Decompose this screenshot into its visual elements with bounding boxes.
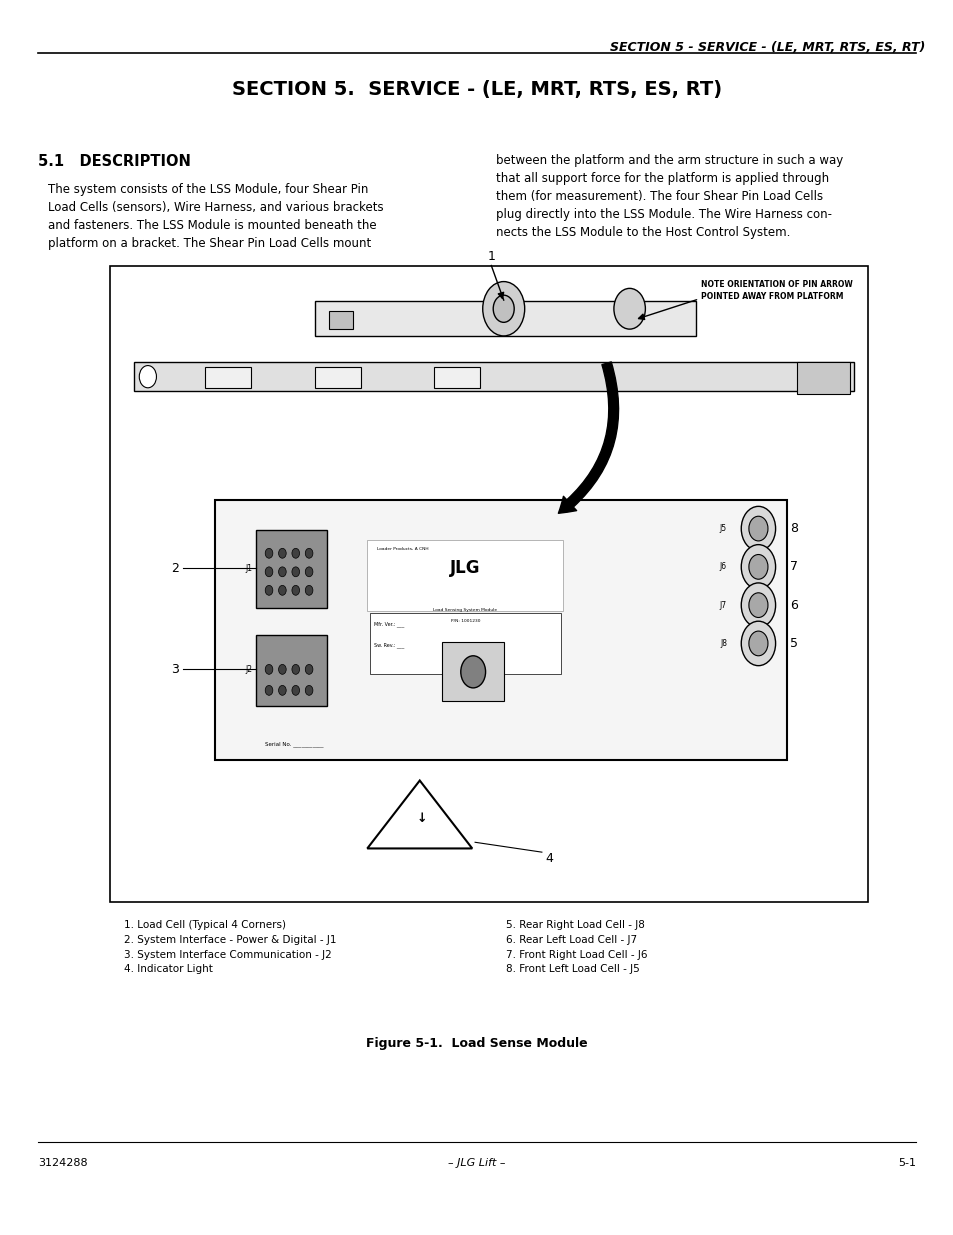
Circle shape (748, 631, 767, 656)
Circle shape (139, 366, 156, 388)
Text: 8: 8 (789, 522, 797, 535)
Circle shape (825, 366, 842, 388)
Circle shape (292, 585, 299, 595)
Text: J6: J6 (720, 562, 726, 572)
Text: SECTION 5 - SERVICE - (LE, MRT, RTS, ES, RT): SECTION 5 - SERVICE - (LE, MRT, RTS, ES,… (609, 41, 924, 54)
Text: Figure 5-1.  Load Sense Module: Figure 5-1. Load Sense Module (366, 1037, 587, 1051)
Text: 6: 6 (789, 599, 797, 611)
Circle shape (748, 516, 767, 541)
Circle shape (305, 685, 313, 695)
Circle shape (460, 656, 485, 688)
Text: SECTION 5.  SERVICE - (LE, MRT, RTS, ES, RT): SECTION 5. SERVICE - (LE, MRT, RTS, ES, … (232, 80, 721, 99)
Text: 2: 2 (172, 562, 179, 574)
Circle shape (740, 545, 775, 589)
Circle shape (614, 289, 644, 330)
FancyBboxPatch shape (367, 540, 562, 611)
Text: 5-1: 5-1 (897, 1158, 915, 1168)
Circle shape (292, 567, 299, 577)
FancyBboxPatch shape (796, 362, 849, 394)
Text: J5: J5 (720, 524, 726, 534)
Text: 4: 4 (545, 852, 553, 864)
Text: 3124288: 3124288 (38, 1158, 88, 1168)
Text: 5. Rear Right Load Cell - J8
6. Rear Left Load Cell - J7
7. Front Right Load Cel: 5. Rear Right Load Cell - J8 6. Rear Lef… (505, 920, 646, 974)
FancyBboxPatch shape (205, 367, 251, 388)
Text: between the platform and the arm structure in such a way
that all support force : between the platform and the arm structu… (496, 154, 842, 240)
Text: ↓: ↓ (416, 813, 427, 825)
Text: 5: 5 (789, 637, 797, 650)
Circle shape (305, 548, 313, 558)
FancyBboxPatch shape (329, 311, 353, 329)
FancyArrowPatch shape (558, 362, 618, 514)
Circle shape (740, 583, 775, 627)
FancyBboxPatch shape (255, 635, 327, 706)
Text: 1: 1 (487, 249, 495, 263)
Text: Serial No. ___________: Serial No. ___________ (265, 741, 323, 747)
Polygon shape (367, 781, 472, 848)
Text: J7: J7 (720, 600, 726, 610)
Text: J2: J2 (246, 664, 253, 674)
FancyBboxPatch shape (441, 642, 503, 701)
Circle shape (265, 567, 273, 577)
Text: 7: 7 (789, 561, 797, 573)
Circle shape (493, 295, 514, 322)
Circle shape (740, 621, 775, 666)
Text: Sw. Rev.: ___: Sw. Rev.: ___ (374, 642, 404, 648)
Text: J1: J1 (246, 563, 253, 573)
Circle shape (278, 685, 286, 695)
Text: P/N: 1001230: P/N: 1001230 (451, 619, 479, 622)
Circle shape (292, 664, 299, 674)
Circle shape (482, 282, 524, 336)
Circle shape (748, 555, 767, 579)
Circle shape (265, 548, 273, 558)
FancyBboxPatch shape (255, 530, 327, 608)
Text: 3: 3 (172, 663, 179, 676)
FancyBboxPatch shape (133, 362, 853, 391)
FancyBboxPatch shape (370, 613, 560, 674)
Circle shape (305, 567, 313, 577)
FancyBboxPatch shape (314, 301, 696, 336)
Circle shape (265, 664, 273, 674)
Text: 5.1   DESCRIPTION: 5.1 DESCRIPTION (38, 154, 191, 169)
Text: Loader Products, A CNH: Loader Products, A CNH (376, 547, 428, 551)
Text: Mfr. Ver.: ___: Mfr. Ver.: ___ (374, 621, 404, 627)
Text: The system consists of the LSS Module, four Shear Pin
Load Cells (sensors), Wire: The system consists of the LSS Module, f… (48, 183, 383, 249)
Circle shape (278, 567, 286, 577)
Circle shape (278, 548, 286, 558)
Text: Load Sensing System Module: Load Sensing System Module (433, 608, 497, 611)
Circle shape (278, 664, 286, 674)
Text: JLG: JLG (450, 559, 480, 577)
FancyBboxPatch shape (434, 367, 479, 388)
FancyBboxPatch shape (110, 266, 867, 902)
Circle shape (292, 685, 299, 695)
Circle shape (748, 593, 767, 618)
Circle shape (292, 548, 299, 558)
Circle shape (265, 685, 273, 695)
Circle shape (740, 506, 775, 551)
Circle shape (278, 585, 286, 595)
Text: 1. Load Cell (Typical 4 Corners)
2. System Interface - Power & Digital - J1
3. S: 1. Load Cell (Typical 4 Corners) 2. Syst… (124, 920, 336, 974)
Circle shape (305, 585, 313, 595)
FancyBboxPatch shape (314, 367, 360, 388)
Text: – JLG Lift –: – JLG Lift – (448, 1158, 505, 1168)
Circle shape (265, 585, 273, 595)
Text: J8: J8 (720, 638, 726, 648)
FancyBboxPatch shape (214, 500, 786, 760)
Text: NOTE ORIENTATION OF PIN ARROW
POINTED AWAY FROM PLATFORM: NOTE ORIENTATION OF PIN ARROW POINTED AW… (700, 280, 852, 300)
Circle shape (305, 664, 313, 674)
